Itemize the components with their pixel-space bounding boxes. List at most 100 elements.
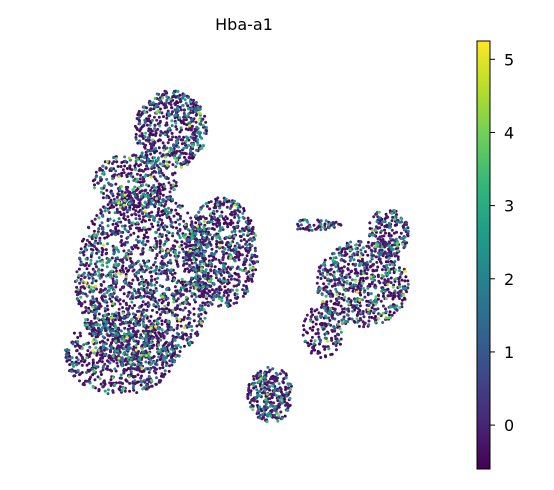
data-point: [154, 202, 158, 206]
data-point: [315, 281, 319, 285]
data-point: [220, 296, 224, 300]
data-point: [181, 103, 185, 107]
data-point: [171, 292, 175, 296]
data-point: [242, 209, 246, 213]
data-point: [113, 259, 117, 263]
data-point: [108, 381, 112, 385]
data-point: [103, 295, 107, 299]
data-point: [246, 251, 250, 255]
data-point: [337, 301, 341, 305]
data-point: [383, 289, 387, 293]
data-point: [145, 341, 149, 345]
data-point: [133, 379, 137, 383]
data-point: [117, 352, 121, 356]
data-point: [310, 335, 314, 339]
data-point: [309, 342, 313, 346]
data-point: [125, 379, 129, 383]
data-point: [173, 285, 177, 289]
data-point: [333, 311, 337, 314]
data-point: [305, 330, 308, 334]
data-point: [132, 388, 136, 392]
data-point: [198, 308, 202, 312]
data-point: [219, 270, 223, 274]
data-point: [193, 276, 197, 280]
data-point: [123, 256, 127, 260]
data-point: [347, 272, 351, 276]
data-point: [323, 336, 327, 340]
data-point: [138, 217, 142, 221]
data-point: [298, 227, 302, 231]
data-point: [101, 289, 105, 292]
data-point: [124, 272, 128, 276]
data-point: [139, 333, 143, 337]
data-point: [403, 297, 407, 301]
data-point: [165, 153, 168, 157]
data-point: [361, 310, 365, 313]
data-point: [101, 164, 105, 168]
data-point: [361, 276, 365, 280]
data-point: [286, 408, 290, 412]
data-point: [99, 332, 103, 336]
data-point: [152, 156, 156, 160]
data-point: [246, 216, 250, 220]
data-point: [155, 367, 158, 371]
data-point: [240, 229, 244, 233]
data-point: [192, 298, 196, 302]
data-point: [106, 392, 110, 396]
data-point: [157, 268, 161, 272]
data-point: [340, 248, 344, 252]
data-point: [349, 240, 353, 244]
data-point: [125, 303, 129, 307]
data-point: [138, 358, 142, 362]
data-point: [162, 354, 166, 358]
data-point: [131, 347, 135, 351]
data-point: [359, 248, 363, 252]
data-point: [111, 390, 115, 394]
data-point: [366, 240, 370, 244]
data-point: [322, 282, 326, 286]
data-point: [196, 218, 200, 222]
data-point: [366, 293, 370, 297]
data-point: [337, 222, 341, 226]
data-point: [242, 238, 246, 241]
data-point: [403, 244, 407, 248]
data-point: [79, 247, 83, 251]
data-point: [94, 323, 98, 327]
data-point: [186, 228, 190, 231]
data-point: [199, 246, 203, 250]
data-point: [70, 362, 74, 366]
data-point: [362, 325, 366, 329]
data-point: [87, 271, 91, 275]
data-point: [330, 284, 334, 288]
data-point: [280, 392, 284, 396]
data-point: [321, 274, 325, 278]
data-point: [120, 190, 124, 194]
data-point: [310, 228, 314, 232]
data-point: [149, 270, 153, 274]
data-point: [229, 267, 232, 271]
data-point: [331, 316, 334, 320]
data-point: [398, 297, 401, 300]
data-point: [199, 227, 203, 231]
data-point: [406, 282, 410, 286]
data-point: [103, 362, 107, 366]
data-point: [144, 278, 148, 282]
data-point: [138, 122, 142, 125]
data-point: [186, 267, 190, 271]
data-point: [286, 382, 290, 386]
data-point: [144, 387, 148, 391]
data-point: [206, 304, 210, 308]
data-point: [84, 243, 88, 246]
data-point: [155, 92, 159, 96]
data-point: [79, 345, 83, 348]
data-point: [143, 118, 147, 122]
data-point: [167, 138, 171, 142]
data-point: [392, 238, 395, 242]
data-point: [138, 141, 142, 145]
data-point: [164, 101, 168, 105]
data-point: [73, 344, 77, 348]
data-point: [327, 322, 331, 326]
data-point: [138, 177, 142, 181]
data-point: [195, 330, 199, 334]
data-point: [102, 292, 106, 296]
